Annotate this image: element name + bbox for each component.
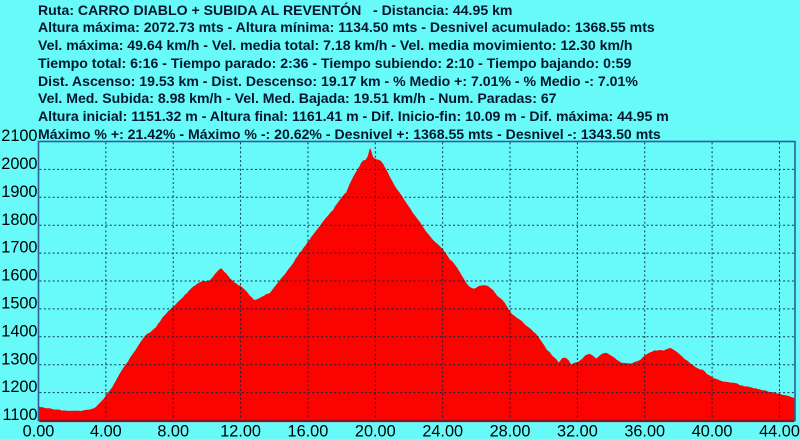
svg-text:8.00: 8.00 (157, 423, 189, 439)
svg-text:1200: 1200 (1, 378, 37, 396)
svg-text:2000: 2000 (1, 155, 37, 173)
svg-text:40.00: 40.00 (692, 423, 733, 439)
svg-text:1100: 1100 (2, 406, 37, 424)
svg-text:16.00: 16.00 (288, 423, 329, 439)
svg-text:44.00: 44.00 (759, 423, 800, 439)
svg-text:1300: 1300 (1, 350, 37, 368)
svg-text:1500: 1500 (1, 295, 37, 313)
svg-text:1900: 1900 (1, 183, 37, 201)
svg-text:36.00: 36.00 (624, 423, 665, 439)
svg-text:0.00: 0.00 (23, 423, 55, 439)
svg-text:24.00: 24.00 (422, 423, 463, 439)
svg-text:20.00: 20.00 (355, 423, 396, 439)
svg-text:12.00: 12.00 (220, 423, 261, 439)
svg-text:1400: 1400 (1, 322, 37, 340)
svg-text:28.00: 28.00 (490, 423, 531, 439)
svg-text:4.00: 4.00 (90, 423, 122, 439)
svg-text:1700: 1700 (1, 239, 37, 257)
svg-text:2100: 2100 (1, 127, 37, 145)
svg-text:1800: 1800 (1, 211, 37, 229)
svg-text:32.00: 32.00 (557, 423, 598, 439)
svg-text:1600: 1600 (1, 267, 37, 285)
